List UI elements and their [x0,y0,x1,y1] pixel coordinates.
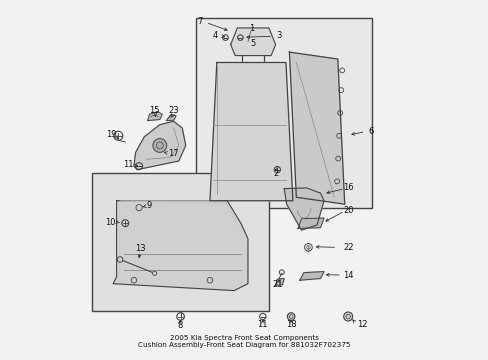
Text: 11: 11 [257,320,267,329]
Text: 19: 19 [106,130,117,139]
Text: 2: 2 [272,168,278,177]
Polygon shape [299,271,324,280]
Circle shape [343,312,352,321]
Text: 12: 12 [356,320,366,329]
Text: 1: 1 [248,24,254,33]
FancyBboxPatch shape [92,173,268,311]
Text: 7: 7 [197,17,202,26]
Text: 20: 20 [342,206,353,215]
Text: 21: 21 [271,280,282,289]
Polygon shape [284,188,324,230]
Text: 16: 16 [342,183,353,192]
Text: 23: 23 [168,106,179,115]
Text: 4: 4 [212,31,217,40]
Circle shape [153,139,166,152]
Polygon shape [166,114,176,121]
Polygon shape [147,112,162,121]
Polygon shape [113,201,247,291]
Text: 14: 14 [342,271,353,279]
Text: 18: 18 [285,320,296,329]
Text: 15: 15 [149,107,160,115]
Text: Cushion Assembly-Front Seat Diagram for 881032F702375: Cushion Assembly-Front Seat Diagram for … [138,342,350,348]
Polygon shape [120,201,237,228]
Text: 22: 22 [342,243,353,252]
Text: 13: 13 [135,244,146,253]
Text: 10: 10 [105,218,116,227]
FancyBboxPatch shape [196,18,371,208]
Text: 3: 3 [276,31,281,40]
Polygon shape [230,28,275,55]
Text: 11: 11 [123,160,134,169]
Text: 8: 8 [177,321,182,330]
Text: 5: 5 [250,39,255,48]
Polygon shape [275,279,284,285]
Polygon shape [289,52,344,204]
Polygon shape [134,121,185,170]
Circle shape [287,313,294,320]
Polygon shape [209,63,292,201]
Text: 6: 6 [367,127,372,136]
Text: 9: 9 [146,201,152,210]
Text: 2005 Kia Spectra Front Seat Components: 2005 Kia Spectra Front Seat Components [170,335,318,341]
Text: 17: 17 [168,149,179,158]
Polygon shape [298,218,324,228]
